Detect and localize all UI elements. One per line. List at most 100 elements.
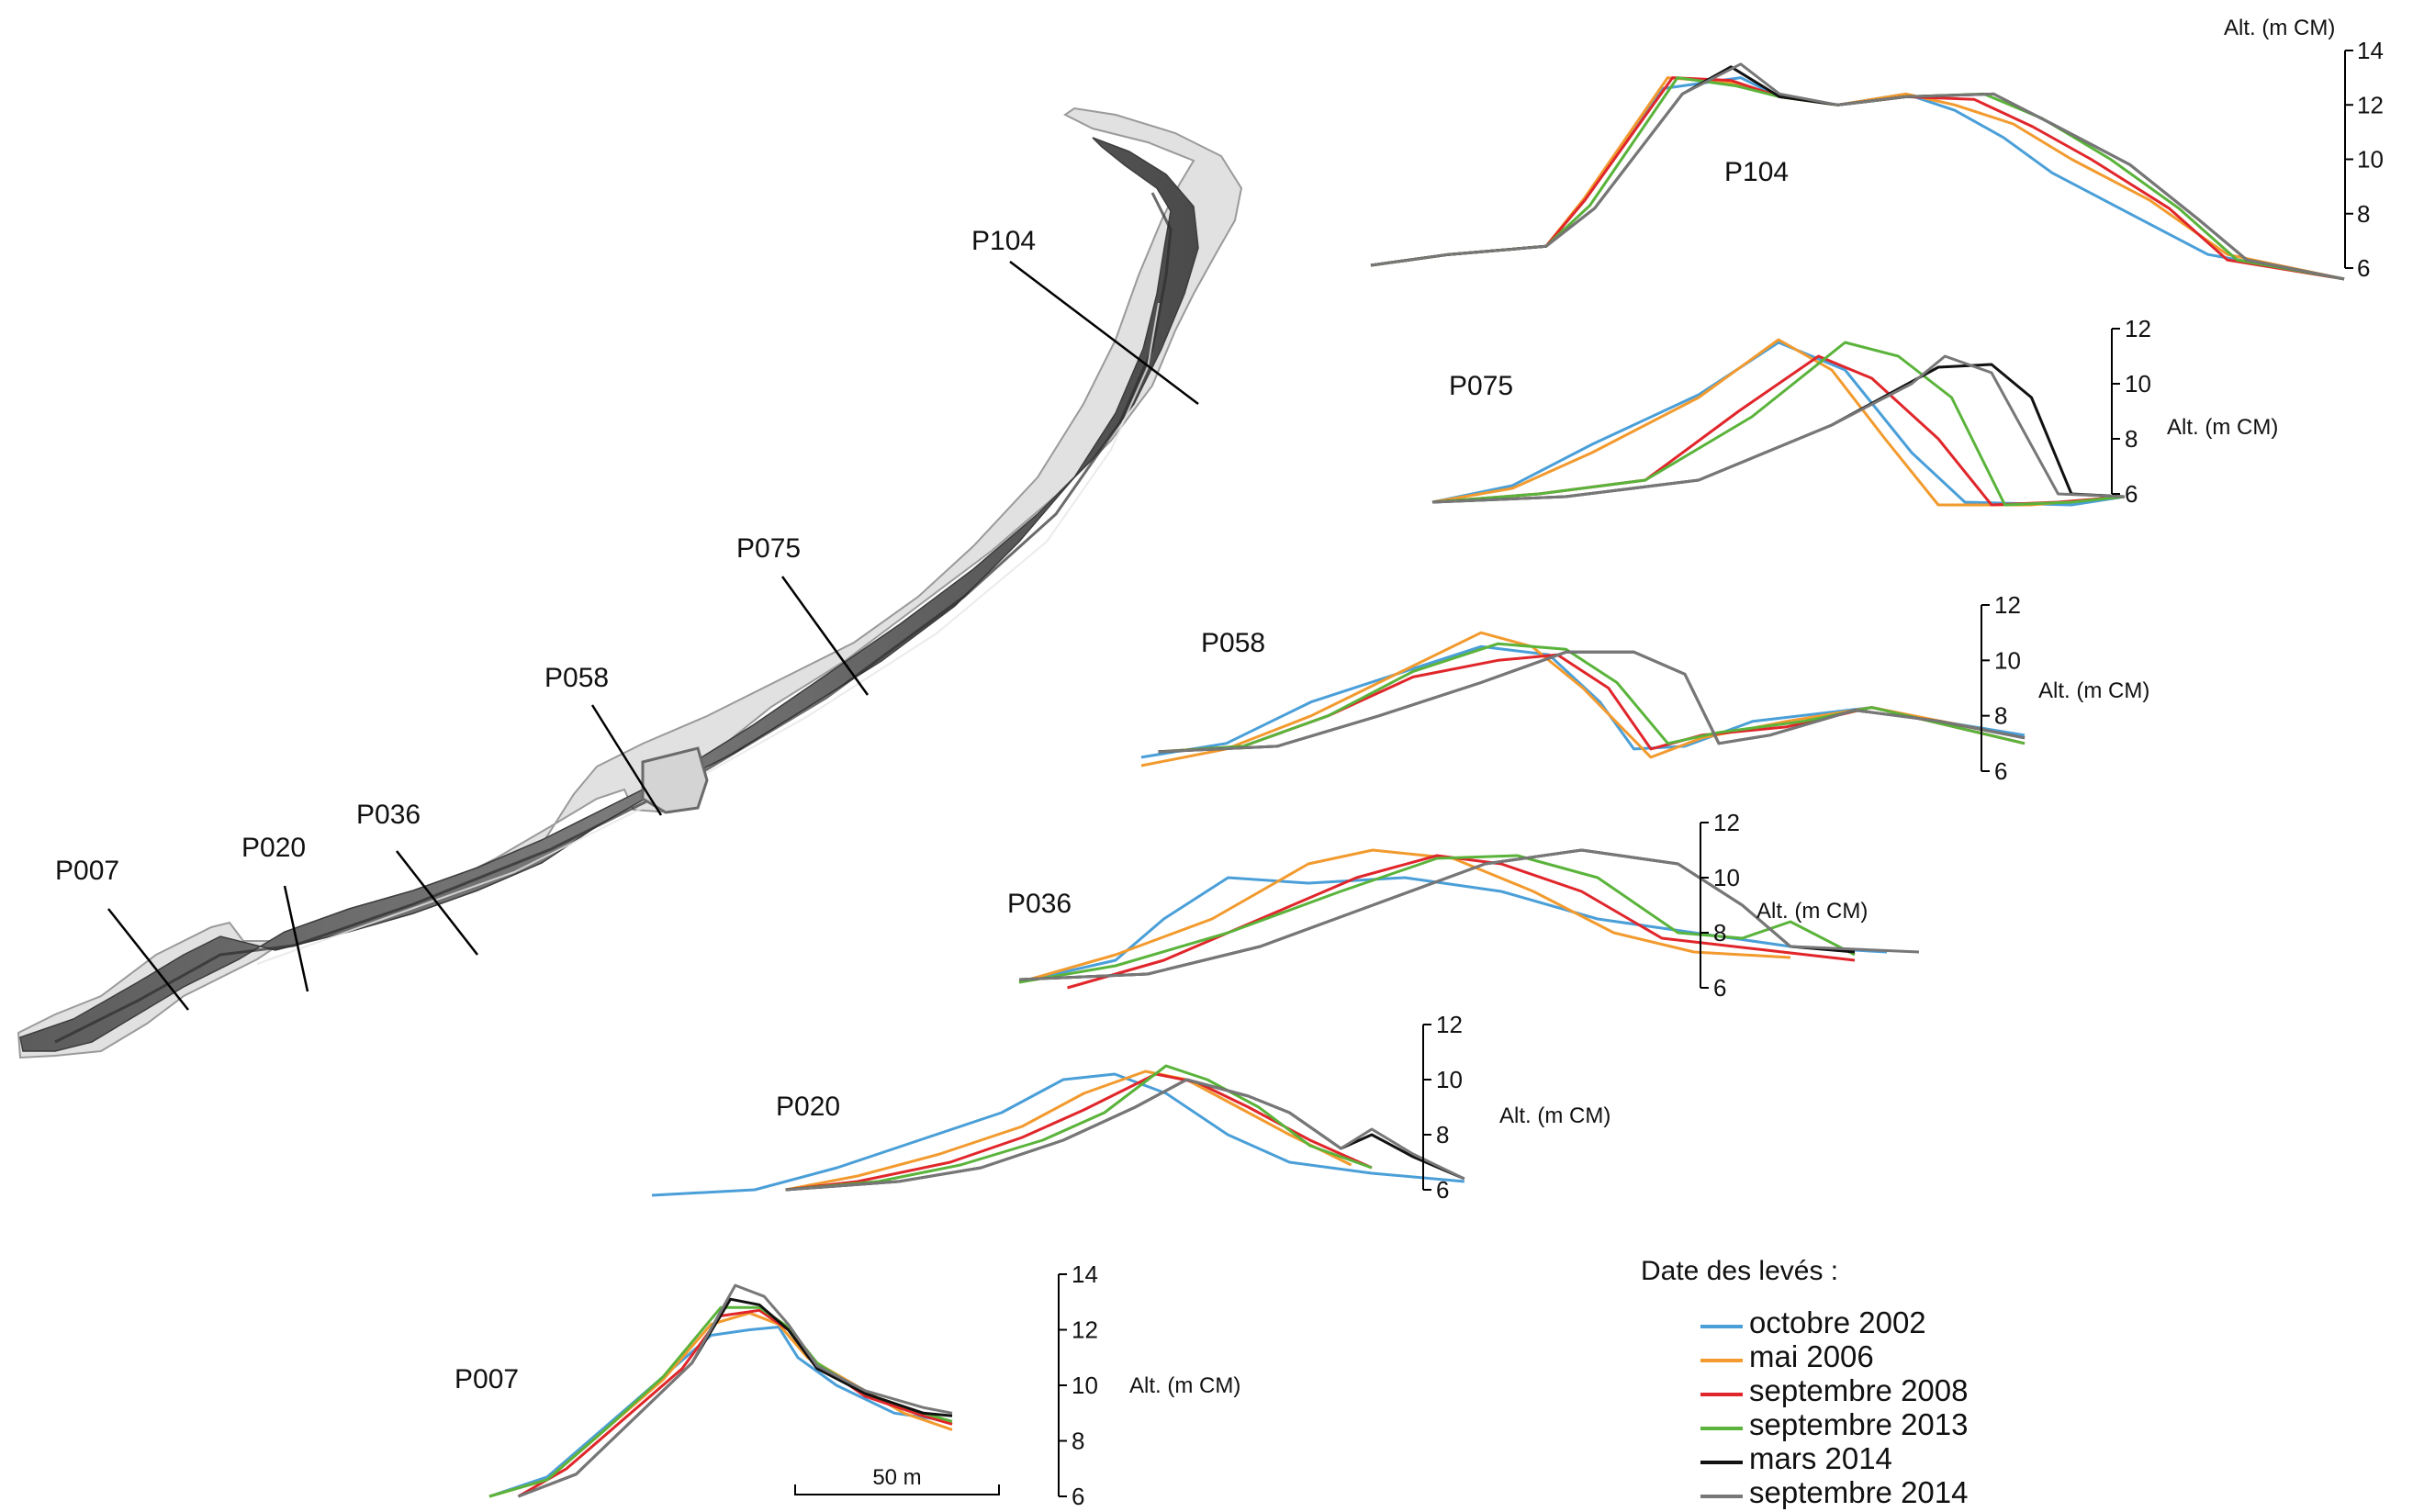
series-line-p058-3 — [1158, 642, 2026, 754]
y-tick-label-p007-14: 14 — [1072, 1260, 1098, 1288]
series-line-p104-5 — [1370, 62, 2345, 281]
series-line-p020-0 — [651, 1072, 1464, 1197]
scale-bar-line — [794, 1484, 1000, 1495]
profile-line-p020 — [283, 885, 309, 992]
map-label-p020: P020 — [241, 833, 306, 863]
profile-title-p020: P020 — [776, 1092, 840, 1122]
y-tick-label-p104-6: 6 — [2357, 254, 2370, 282]
profile-chart-p036: 12 10 8 6 Alt. (m CM) P036 — [1007, 809, 1920, 1002]
series-line-p075-2 — [1431, 354, 2126, 507]
y-tick-label-p075-10: 10 — [2125, 370, 2151, 398]
crest-line — [54, 192, 1173, 1044]
y-tick-label-p036-6: 6 — [1713, 974, 1726, 1002]
series-line-p104-4 — [1370, 65, 2345, 281]
series-line-p036-0 — [1018, 876, 1888, 984]
y-tick-label-p007-10: 10 — [1072, 1372, 1098, 1399]
map-label-p075: P075 — [736, 533, 801, 564]
profile-line-p058 — [590, 704, 663, 816]
profile-title-p036: P036 — [1007, 889, 1072, 919]
y-tick-label-p058-10: 10 — [1994, 646, 2021, 674]
series-line-p020-5 — [785, 1078, 1465, 1192]
legend-label-3: septembre 2013 — [1749, 1407, 1969, 1441]
legend-label-2: septembre 2008 — [1749, 1373, 1969, 1407]
dyke-body — [19, 137, 1199, 1052]
series-line-p058-2 — [1158, 653, 2026, 754]
profile-charts: 14 12 10 8 6 Alt. (m CM) P104 12 10 8 6 Alt. (m CM)… — [454, 16, 2384, 1510]
series-line-p058-0 — [1140, 644, 2026, 759]
series-line-p075-3 — [1431, 341, 2126, 507]
legend-label-4: mars 2014 — [1749, 1441, 1892, 1475]
map-label-p007: P007 — [55, 856, 119, 886]
profile-line-p036 — [396, 850, 478, 956]
series-line-p007-0 — [488, 1326, 934, 1498]
legend-label-0: octobre 2002 — [1749, 1305, 1926, 1339]
terrain-map — [17, 106, 1243, 1059]
legend-label-1: mai 2006 — [1749, 1339, 1874, 1373]
y-tick-label-p058-8: 8 — [1994, 702, 2007, 730]
series-line-p020-1 — [785, 1070, 1352, 1192]
y-tick-label-p075-8: 8 — [2125, 425, 2138, 453]
y-axis-title-p020: Alt. (m CM) — [1499, 1103, 1610, 1128]
y-tick-label-p058-6: 6 — [1994, 757, 2007, 785]
map-profile-labels: P104 P075 P058 P036 P020 P007 — [55, 226, 1036, 886]
legend-title: Date des levés : — [1641, 1256, 1838, 1286]
y-tick-label-p020-12: 12 — [1436, 1011, 1463, 1038]
profile-line-p104 — [1009, 261, 1199, 405]
profile-chart-p104: 14 12 10 8 6 Alt. (m CM) P104 — [1370, 16, 2384, 282]
y-tick-label-p036-12: 12 — [1713, 809, 1740, 836]
map-label-p104: P104 — [971, 226, 1036, 256]
profile-title-p075: P075 — [1449, 371, 1513, 401]
map-label-p058: P058 — [544, 663, 609, 693]
y-axis-title-p036: Alt. (m CM) — [1756, 899, 1868, 924]
series-line-p036-5 — [1018, 848, 1920, 981]
series-line-p020-3 — [785, 1064, 1373, 1192]
y-tick-label-p104-12: 12 — [2357, 91, 2384, 118]
y-tick-label-p104-10: 10 — [2357, 146, 2384, 174]
breach-feature — [641, 746, 709, 814]
y-tick-label-p058-12: 12 — [1994, 591, 2021, 619]
y-tick-label-p104-8: 8 — [2357, 200, 2370, 228]
y-tick-label-p075-12: 12 — [2125, 315, 2151, 342]
profile-title-p104: P104 — [1724, 157, 1789, 187]
series-line-p007-5 — [517, 1283, 953, 1498]
y-tick-label-p104-14: 14 — [2357, 37, 2384, 64]
y-tick-label-p007-8: 8 — [1072, 1428, 1084, 1455]
profile-line-p007 — [107, 908, 189, 1011]
series-line-p075-5 — [1431, 354, 2126, 504]
y-tick-label-p020-10: 10 — [1436, 1066, 1463, 1093]
profile-line-p075 — [780, 576, 870, 696]
y-tick-label-p036-10: 10 — [1713, 864, 1740, 891]
y-axis-title-p058: Alt. (m CM) — [2038, 678, 2149, 703]
map-label-p036: P036 — [356, 800, 421, 830]
y-tick-label-p007-12: 12 — [1072, 1316, 1098, 1344]
y-axis-title-p104: Alt. (m CM) — [2224, 16, 2335, 40]
scale-bar: 50 m — [794, 1465, 1000, 1495]
y-tick-label-p020-8: 8 — [1436, 1121, 1449, 1148]
series-line-p036-2 — [1067, 854, 1856, 990]
series-line-p075-1 — [1431, 338, 2126, 507]
series-line-p058-5 — [1158, 650, 2026, 754]
y-tick-label-p036-8: 8 — [1713, 919, 1726, 946]
series-line-p007-2 — [517, 1308, 953, 1498]
profile-chart-p020: 12 10 8 6 Alt. (m CM) P020 — [651, 1011, 1610, 1204]
profile-chart-p007: 14 12 10 8 6 Alt. (m CM) P007 — [454, 1260, 1240, 1510]
profile-title-p007: P007 — [454, 1364, 519, 1394]
profile-chart-p058: 12 10 8 6 Alt. (m CM) P058 — [1140, 591, 2149, 785]
scale-bar-label: 50 m — [872, 1465, 921, 1490]
y-tick-label-p075-6: 6 — [2125, 480, 2138, 508]
profile-title-p058: P058 — [1201, 628, 1265, 658]
y-axis-title-p007: Alt. (m CM) — [1129, 1373, 1240, 1398]
crest-line-secondary — [256, 302, 1160, 965]
legend-label-5: septembre 2014 — [1749, 1475, 1969, 1509]
y-axis-title-p075: Alt. (m CM) — [2167, 415, 2278, 440]
y-tick-label-p007-6: 6 — [1072, 1483, 1084, 1510]
profile-lines — [107, 261, 1199, 1011]
series-line-p036-1 — [1018, 848, 1791, 984]
series-line-p058-1 — [1140, 631, 2026, 767]
series-line-p036-3 — [1018, 854, 1856, 984]
y-tick-label-p020-6: 6 — [1436, 1176, 1449, 1204]
profile-chart-p075: 12 10 8 6 Alt. (m CM) P075 — [1431, 315, 2278, 508]
